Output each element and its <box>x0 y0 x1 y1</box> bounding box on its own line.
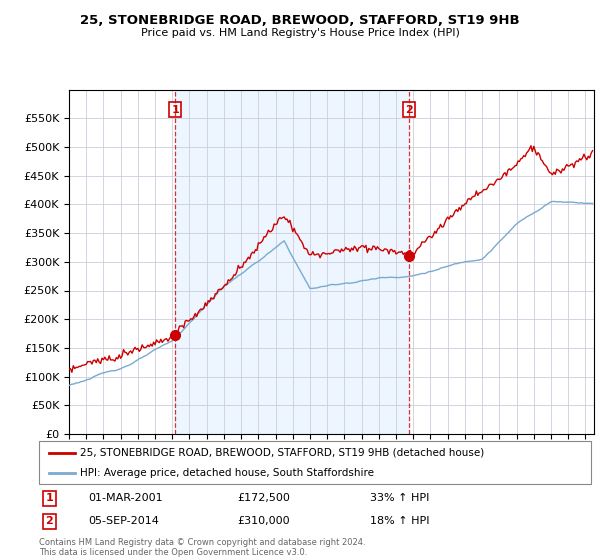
Text: 01-MAR-2001: 01-MAR-2001 <box>89 493 163 503</box>
Text: 2: 2 <box>405 105 413 115</box>
Text: 25, STONEBRIDGE ROAD, BREWOOD, STAFFORD, ST19 9HB (detached house): 25, STONEBRIDGE ROAD, BREWOOD, STAFFORD,… <box>80 447 485 458</box>
Text: 1: 1 <box>172 105 179 115</box>
Text: 2: 2 <box>46 516 53 526</box>
Text: 18% ↑ HPI: 18% ↑ HPI <box>370 516 430 526</box>
Text: 1: 1 <box>46 493 53 503</box>
Bar <box>175 90 409 434</box>
Text: 33% ↑ HPI: 33% ↑ HPI <box>370 493 430 503</box>
Text: 25, STONEBRIDGE ROAD, BREWOOD, STAFFORD, ST19 9HB: 25, STONEBRIDGE ROAD, BREWOOD, STAFFORD,… <box>80 14 520 27</box>
Text: 05-SEP-2014: 05-SEP-2014 <box>89 516 160 526</box>
FancyBboxPatch shape <box>39 441 591 484</box>
Text: £310,000: £310,000 <box>238 516 290 526</box>
Text: Contains HM Land Registry data © Crown copyright and database right 2024.
This d: Contains HM Land Registry data © Crown c… <box>39 538 365 557</box>
Text: HPI: Average price, detached house, South Staffordshire: HPI: Average price, detached house, Sout… <box>80 468 374 478</box>
Text: £172,500: £172,500 <box>238 493 290 503</box>
Text: Price paid vs. HM Land Registry's House Price Index (HPI): Price paid vs. HM Land Registry's House … <box>140 28 460 38</box>
